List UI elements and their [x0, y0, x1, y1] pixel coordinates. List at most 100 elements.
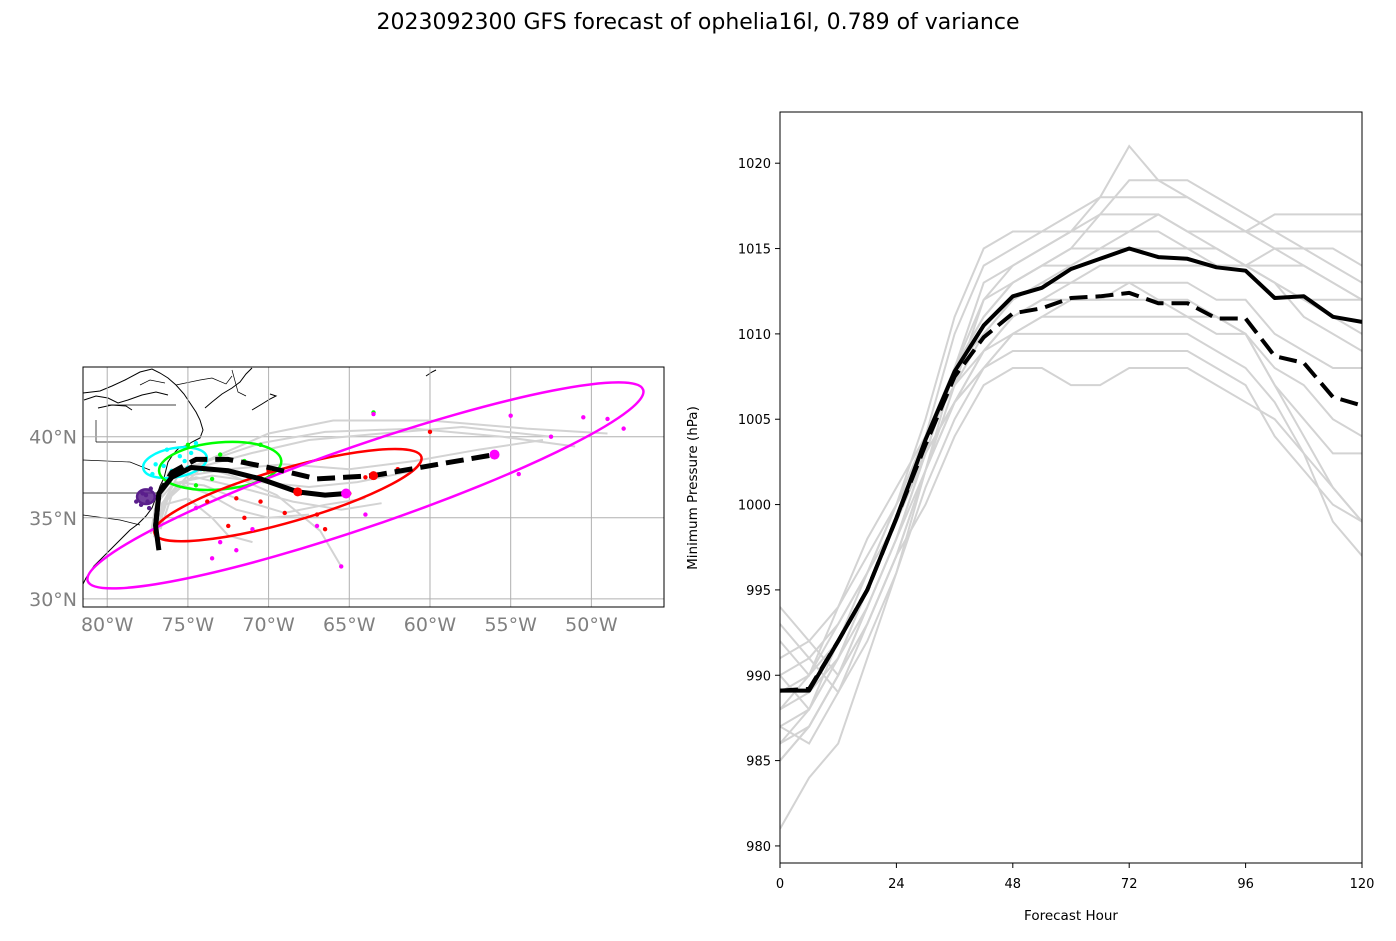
canada-border — [175, 375, 233, 386]
pressure-ticks: 0 24 48 72 96 120 980 985 990 995 1000 1005 1010 1015… — [738, 157, 1375, 892]
y-tick-label: 980 — [746, 840, 771, 855]
newfoundland-coast — [425, 369, 437, 377]
position-t0 — [143, 492, 149, 498]
member-pressure-line — [780, 350, 1362, 745]
y-tick-label: 1005 — [738, 413, 771, 428]
lon-tick-label: 55°W — [484, 614, 537, 636]
track-map-panel: 80°W 75°W 70°W 65°W 60°W 55°W 50°W 30°N 35°N 40°N — [29, 366, 665, 636]
position-t120 — [548, 434, 554, 439]
position-t72 — [242, 515, 247, 521]
position-t72 — [282, 510, 287, 516]
member-pressure-line — [780, 332, 1362, 712]
nova-scotia-coast — [251, 393, 278, 411]
ensemble-track — [154, 481, 366, 535]
y-tick-label: 995 — [746, 584, 771, 599]
state-line-8 — [231, 369, 247, 397]
position-t120 — [605, 416, 610, 422]
member-pressure-line — [780, 213, 1362, 728]
member-pressure-line — [780, 298, 1362, 745]
ellipse-t120 — [86, 381, 645, 590]
member-pressure-line — [780, 264, 1362, 677]
member-pressure-line — [780, 196, 1362, 745]
lat-tick-label: 30°N — [29, 589, 77, 611]
lon-tick-label: 75°W — [162, 614, 215, 636]
position-t48 — [209, 476, 215, 482]
member-pressure-line — [780, 281, 1362, 678]
position-t24 — [182, 458, 187, 464]
member-pressure-line — [780, 281, 1362, 660]
position-t72 — [363, 475, 368, 480]
coastline-and-borders — [83, 367, 437, 585]
position-t0 — [146, 505, 152, 511]
member-pressure-line — [780, 247, 1362, 695]
position-t72 — [258, 499, 263, 504]
mean-pressure-dashed — [780, 290, 1362, 693]
y-tick-label: 1015 — [738, 243, 771, 258]
y-axis-label: Minimum Pressure (hPa) — [685, 406, 701, 570]
state-line-4 — [83, 514, 141, 526]
position-t24 — [193, 441, 199, 446]
pressure-panel: 0 24 48 72 96 120 980 985 990 995 1000 1005 1010 1015… — [685, 111, 1375, 924]
y-tick-label: 1020 — [738, 157, 771, 172]
x-tick-label: 0 — [776, 877, 784, 892]
lon-tick-label: 70°W — [242, 614, 295, 636]
ensemble-track — [159, 425, 552, 530]
mean-track-dashed — [153, 452, 495, 527]
position-t48 — [185, 442, 191, 448]
x-tick-label: 48 — [1005, 877, 1022, 892]
canada-coastline — [204, 367, 253, 409]
mean-tracks — [153, 449, 500, 551]
y-tick-label: 985 — [746, 755, 771, 770]
mean-72h-marker — [293, 487, 303, 497]
position-t24 — [153, 462, 158, 467]
map-tick-labels: 80°W 75°W 70°W 65°W 60°W 55°W 50°W 30°N 35°N 40°N — [29, 427, 618, 636]
x-axis-label: Forecast Hour — [1024, 908, 1118, 924]
member-pressure-line — [780, 230, 1362, 711]
lon-tick-label: 80°W — [81, 614, 134, 636]
position-t72 — [314, 512, 320, 517]
position-t48 — [217, 452, 223, 457]
position-t120 — [621, 426, 626, 431]
position-t24 — [164, 447, 170, 452]
position-t120 — [217, 539, 223, 545]
position-t72 — [226, 523, 231, 529]
position-t72 — [427, 429, 433, 435]
lon-tick-label: 50°W — [565, 614, 618, 636]
position-t120 — [234, 548, 239, 553]
lon-tick-label: 60°W — [404, 614, 457, 636]
position-t120 — [250, 526, 255, 532]
position-t120 — [371, 411, 376, 417]
position-t120 — [363, 512, 368, 517]
position-t72 — [234, 496, 239, 501]
position-t120 — [193, 505, 199, 511]
map-gridlines — [83, 367, 664, 607]
lake-erie-shore — [97, 404, 133, 411]
ensemble-track — [156, 484, 309, 535]
mean-72h-marker — [369, 471, 378, 481]
position-t24 — [177, 453, 183, 459]
mean-end-marker — [341, 488, 352, 499]
x-tick-label: 120 — [1350, 877, 1375, 892]
position-t48 — [258, 442, 263, 448]
position-t120 — [314, 523, 320, 529]
position-t48 — [193, 483, 199, 488]
figure-title: 2023092300 GFS forecast of ophelia16l, 0… — [376, 10, 1020, 35]
pressure-frame — [779, 111, 1363, 864]
x-tick-label: 96 — [1237, 877, 1254, 892]
x-tick-label: 72 — [1121, 877, 1138, 892]
lat-tick-label: 40°N — [29, 427, 77, 449]
position-t72 — [205, 499, 210, 504]
state-line-7 — [139, 379, 166, 386]
pressure-lines — [780, 144, 1362, 830]
position-t72 — [322, 526, 328, 532]
position-t120 — [516, 471, 521, 477]
great-lakes-shore — [83, 391, 169, 404]
member-pressure-line — [780, 213, 1362, 678]
position-t120 — [209, 556, 215, 561]
position-t0 — [148, 486, 153, 491]
position-t120 — [508, 413, 513, 418]
map-frame — [82, 366, 665, 608]
position-t0 — [145, 499, 150, 504]
lon-tick-label: 65°W — [323, 614, 376, 636]
